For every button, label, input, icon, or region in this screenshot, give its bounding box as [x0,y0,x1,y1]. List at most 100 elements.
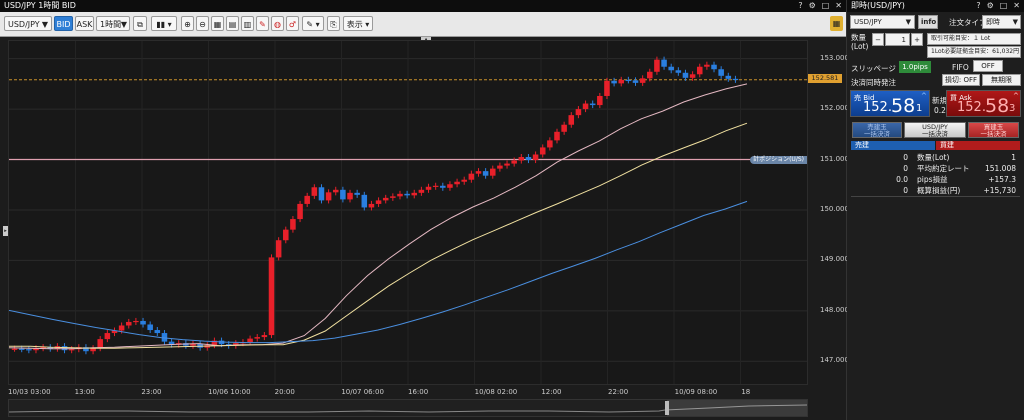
candle [147,324,153,331]
chart-navigator[interactable] [8,399,808,417]
help-icon[interactable]: ? [976,1,981,10]
candle [361,194,368,208]
symbol-select[interactable]: USD/JPY ▼ [4,16,52,31]
help-icon[interactable]: ? [798,1,803,10]
candle [675,70,682,73]
side-handle[interactable]: ▸ [3,226,8,236]
ask-toggle[interactable]: ASK [75,16,94,31]
candle [254,337,261,339]
time-tick-label: 10/08 02:00 [474,388,518,396]
candle [454,181,460,185]
settings-icon[interactable]: ⚙ [808,1,816,10]
stoploss-toggle[interactable]: 損切: OFF [942,74,980,86]
screenshot-icon[interactable]: ⎘ [327,16,340,31]
slippage-value[interactable]: 1.0pips [899,61,931,73]
candle [382,197,389,201]
buy-position-header: 買建 [936,141,1020,150]
candle [154,330,161,334]
moving-average-line [9,122,748,349]
candle [197,343,203,348]
candle [647,71,653,79]
buy-price-small: 3 [1009,103,1016,114]
buy-label: 買 Ask [950,94,972,102]
position-icon[interactable]: ♂ [286,16,299,31]
candle [26,349,32,351]
fifo-toggle[interactable]: OFF [973,60,1003,72]
position-row: 0.0 pips損益 +157.3 [851,174,1020,185]
candle [297,203,303,220]
maximize-icon[interactable]: □ [821,1,830,10]
candle [411,192,418,196]
price-axis: 153.000 152.000 151.000 150.000 149.000 148.0… [808,40,849,385]
alert-icon[interactable]: ✎ [256,16,269,31]
sell-label: 売 Bid [854,94,875,102]
row-sell-value: 0 [903,186,908,195]
chart-plot-area[interactable]: 計ポジション(U/S) [8,40,808,385]
timeframe-select[interactable]: 1時間 ▼ [96,16,130,31]
sell-price-small: 1 [916,103,923,114]
time-tick-label: 12:00 [541,388,562,396]
candle [340,189,346,200]
candle [268,257,275,336]
zoom-out-icon[interactable]: ⊖ [196,16,209,31]
row-sell-value: 0.0 [896,175,908,184]
settings-icon[interactable]: ⚙ [986,1,994,10]
row-buy-value: +15,730 [983,186,1016,195]
chart-toolbar: USD/JPY ▼ BID ASK 1時間 ▼ ⧉ ▮▮ ▾ ⊕ ⊖ ▦ ▤ ▥ ✎… [0,12,846,37]
draw-tool-icon[interactable]: ✎ ▾ [302,16,324,31]
buy-close-all-button[interactable]: 買建玉 一括決済 [968,122,1019,138]
copy-icon[interactable]: ⧉ [133,16,147,31]
candle [347,192,353,200]
maximize-icon[interactable]: □ [999,1,1008,10]
candle [233,343,239,346]
tradable-lot: 取引可能目安：１ Lot [927,33,1021,45]
order-titlebar: 即時(USD/JPY) ? ⚙ □ ✕ [847,0,1024,12]
bid-toggle[interactable]: BID [54,16,73,31]
close-icon[interactable]: ✕ [835,1,842,10]
grid-icon[interactable]: ▦ [211,16,224,31]
order-symbol-select[interactable]: USD/JPY ▼ [850,15,915,29]
candle [704,64,710,67]
position-line-label: 計ポジション(U/S) [750,155,807,164]
candle [532,154,539,161]
close-icon[interactable]: ✕ [1013,1,1020,10]
chart-type-icon[interactable]: ▮▮ ▾ [151,16,177,31]
order-icon[interactable]: ◍ [271,16,284,31]
candle [568,115,575,125]
candle [404,193,410,196]
pair-close-all-button[interactable]: USD/JPY 一括決済 [904,122,966,138]
info-button[interactable]: info [918,15,938,29]
calculator-icon[interactable]: ▦ [830,16,843,31]
row-label: 平均約定レート [917,164,970,173]
candle [561,124,567,132]
candle [611,80,617,84]
unlimited-toggle[interactable]: 無期限 [982,74,1021,86]
order-type-select[interactable]: 即時 ▼ [982,15,1021,29]
required-margin: 1Lot必要証拠金目安：61,032円 [927,46,1021,58]
candle [368,203,375,208]
chart-titlebar: USD/JPY 1時間 BID ? ⚙ □ ✕ [0,0,846,12]
candle [575,109,582,116]
table-icon[interactable]: ▥ [241,16,254,31]
quantity-minus-button[interactable]: − [872,33,884,46]
candle [290,219,296,230]
candle [718,69,724,76]
candle [47,347,54,349]
candle [211,340,218,346]
panel-icon[interactable]: ▤ [226,16,239,31]
candle [247,338,253,343]
quantity-plus-button[interactable]: + [911,33,923,46]
candle [283,229,289,241]
sell-price-button[interactable]: 売 Bid 152. 58 1 ^ [850,90,930,117]
candle [504,163,510,166]
sell-up-arrow-icon: ^ [921,92,927,100]
buy-price-button[interactable]: 買 Ask 152. 58 3 ^ [946,90,1021,117]
sell-close-all-button[interactable]: 売建玉 一括決済 [852,122,902,138]
zoom-in-icon[interactable]: ⊕ [181,16,194,31]
candle [97,339,103,349]
candle [68,349,75,351]
candle [732,78,739,81]
quantity-input[interactable]: 1 [885,33,910,46]
display-menu[interactable]: 表示 ▾ [343,16,373,31]
candle [618,79,625,84]
